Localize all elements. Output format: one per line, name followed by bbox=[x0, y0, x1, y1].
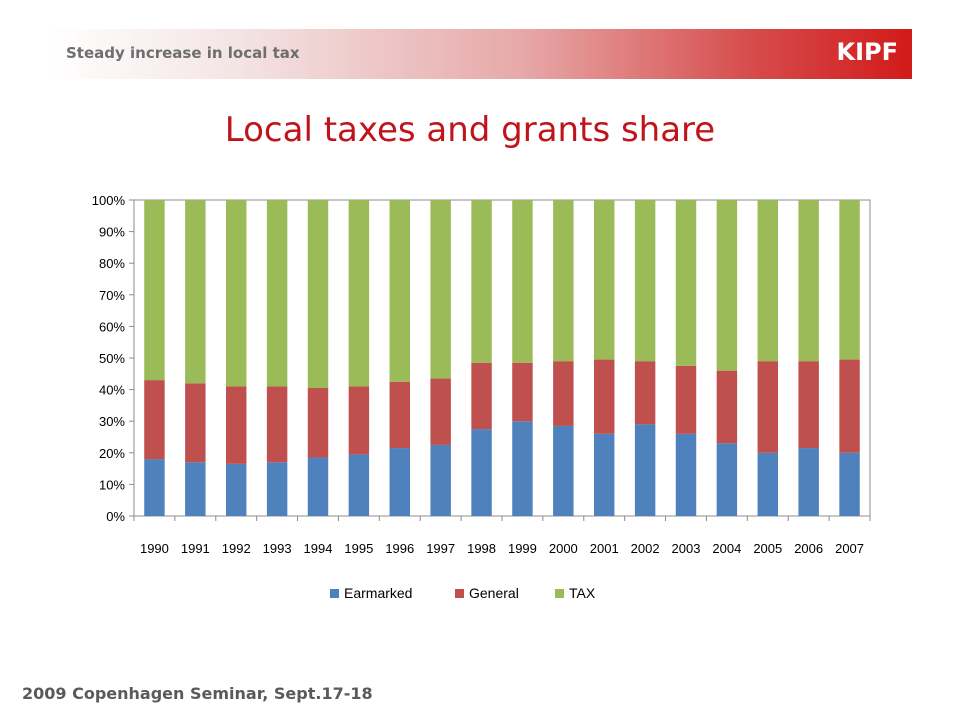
bar-tax-2003 bbox=[675, 200, 697, 366]
bar-general-2001 bbox=[594, 359, 615, 434]
y-tick-label: 100% bbox=[92, 193, 126, 208]
bar-general-1996 bbox=[389, 381, 410, 449]
bar-general-1990 bbox=[144, 380, 165, 460]
bar-tax-1993 bbox=[266, 200, 288, 387]
bar-earmarked-1995 bbox=[348, 454, 370, 516]
bar-earmarked-2001 bbox=[594, 433, 615, 516]
x-tick-label: 1999 bbox=[508, 541, 537, 556]
bar-tax-2006 bbox=[798, 200, 819, 362]
bar-tax-1991 bbox=[185, 200, 206, 384]
bar-tax-2001 bbox=[594, 200, 615, 360]
bar-general-2004 bbox=[716, 370, 738, 444]
bar-earmarked-2002 bbox=[634, 424, 656, 516]
footer-text: 2009 Copenhagen Seminar, Sept.17-18 bbox=[22, 684, 373, 703]
bar-general-2006 bbox=[798, 361, 819, 449]
bar-general-2003 bbox=[675, 365, 697, 434]
bar-general-1995 bbox=[348, 386, 370, 455]
x-tick-label: 1990 bbox=[140, 541, 169, 556]
legend-swatch-tax bbox=[555, 589, 564, 598]
legend-label-tax: TAX bbox=[569, 585, 596, 601]
y-tick-label: 40% bbox=[99, 383, 125, 398]
bar-general-2002 bbox=[634, 361, 656, 425]
bar-general-1998 bbox=[471, 362, 492, 430]
x-tick-label: 2007 bbox=[835, 541, 864, 556]
y-tick-label: 10% bbox=[99, 477, 125, 492]
bar-tax-1996 bbox=[389, 200, 410, 382]
header-bar: Steady increase in local tax KIPF bbox=[48, 29, 912, 79]
x-tick-label: 1995 bbox=[344, 541, 373, 556]
x-tick-label: 1996 bbox=[385, 541, 414, 556]
x-tick-label: 2002 bbox=[631, 541, 660, 556]
x-tick-label: 2004 bbox=[712, 541, 741, 556]
bar-general-1992 bbox=[226, 386, 247, 464]
x-tick-label: 1994 bbox=[304, 541, 333, 556]
bar-tax-2007 bbox=[839, 200, 860, 360]
y-tick-label: 70% bbox=[99, 288, 125, 303]
x-tick-label: 1992 bbox=[222, 541, 251, 556]
bar-tax-1992 bbox=[226, 200, 247, 387]
bar-tax-2004 bbox=[716, 200, 738, 371]
y-tick-label: 80% bbox=[99, 256, 125, 271]
bar-tax-2002 bbox=[634, 200, 656, 362]
bar-general-1997 bbox=[430, 378, 451, 445]
bar-earmarked-1998 bbox=[471, 429, 492, 516]
bar-tax-1999 bbox=[512, 200, 533, 363]
bar-earmarked-2003 bbox=[675, 433, 697, 516]
legend-label-earmarked: Earmarked bbox=[344, 585, 412, 601]
bar-earmarked-1996 bbox=[389, 448, 410, 516]
bar-general-1993 bbox=[266, 386, 288, 463]
bar-general-1999 bbox=[512, 362, 533, 422]
bar-tax-1994 bbox=[307, 200, 329, 389]
bar-earmarked-2007 bbox=[839, 452, 860, 516]
bar-tax-1997 bbox=[430, 200, 451, 379]
bar-earmarked-2000 bbox=[553, 425, 574, 516]
bar-earmarked-1990 bbox=[144, 459, 165, 516]
bar-earmarked-1997 bbox=[430, 444, 451, 516]
x-tick-label: 2000 bbox=[549, 541, 578, 556]
bar-earmarked-2004 bbox=[716, 443, 738, 516]
bar-earmarked-1991 bbox=[185, 462, 206, 516]
legend-label-general: General bbox=[469, 585, 519, 601]
bar-tax-1998 bbox=[471, 200, 492, 363]
bar-general-1991 bbox=[185, 383, 206, 463]
bar-earmarked-1992 bbox=[226, 463, 247, 516]
x-tick-label: 1991 bbox=[181, 541, 210, 556]
legend-swatch-earmarked bbox=[330, 589, 339, 598]
bar-general-2007 bbox=[839, 359, 860, 453]
bar-tax-1995 bbox=[348, 200, 370, 387]
y-tick-label: 30% bbox=[99, 414, 125, 429]
bar-earmarked-2006 bbox=[798, 448, 819, 516]
bar-tax-1990 bbox=[144, 200, 165, 381]
x-tick-label: 1993 bbox=[263, 541, 292, 556]
x-tick-label: 1997 bbox=[426, 541, 455, 556]
legend-swatch-general bbox=[455, 589, 464, 598]
y-tick-label: 90% bbox=[99, 225, 125, 240]
x-tick-label: 2003 bbox=[672, 541, 701, 556]
bar-earmarked-1993 bbox=[266, 462, 288, 516]
bar-general-2005 bbox=[757, 361, 778, 453]
y-tick-label: 20% bbox=[99, 446, 125, 461]
bar-general-2000 bbox=[553, 361, 574, 426]
bar-earmarked-1994 bbox=[307, 457, 329, 516]
header-title: Steady increase in local tax bbox=[66, 44, 300, 62]
kipf-logo: KIPF bbox=[836, 38, 898, 66]
x-tick-label: 2006 bbox=[794, 541, 823, 556]
bar-general-1994 bbox=[307, 388, 329, 458]
x-tick-label: 2001 bbox=[590, 541, 619, 556]
bar-tax-2000 bbox=[553, 200, 574, 362]
y-tick-label: 60% bbox=[99, 319, 125, 334]
y-tick-label: 0% bbox=[106, 509, 125, 524]
bar-earmarked-1999 bbox=[512, 421, 533, 516]
bar-tax-2005 bbox=[757, 200, 778, 362]
slide-title: Local taxes and grants share bbox=[224, 110, 716, 150]
bar-earmarked-2005 bbox=[757, 452, 778, 516]
y-tick-label: 50% bbox=[99, 351, 125, 366]
x-tick-label: 2005 bbox=[753, 541, 782, 556]
x-tick-label: 1998 bbox=[467, 541, 496, 556]
